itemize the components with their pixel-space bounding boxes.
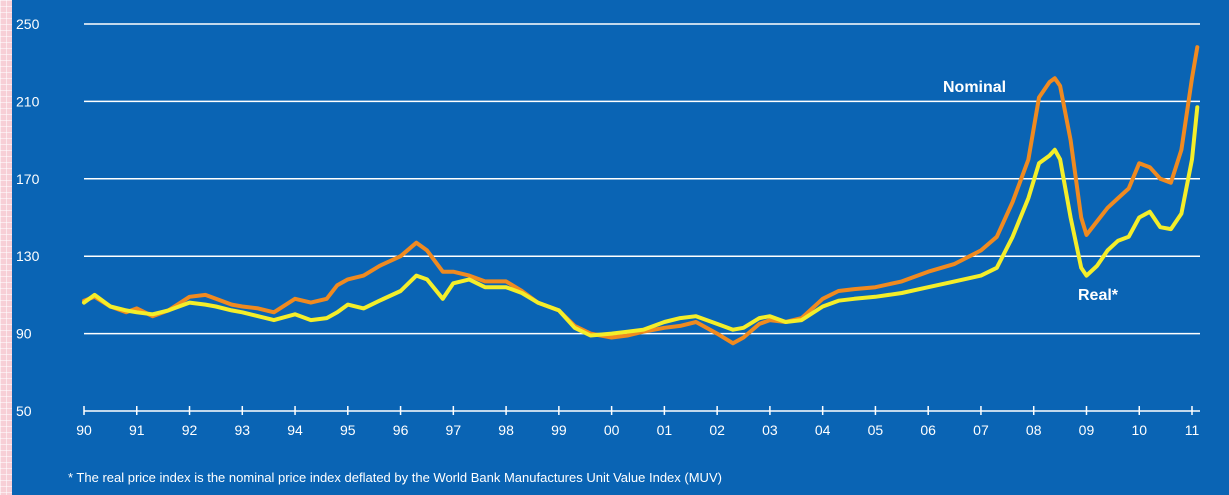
- x-tick-label: 90: [76, 422, 92, 438]
- grid-lines: [84, 23, 1200, 335]
- x-tick-label: 95: [340, 422, 356, 438]
- series-lines: [82, 45, 1200, 346]
- series-line-nominal: [82, 45, 1200, 346]
- x-tick-label: 97: [446, 422, 462, 438]
- x-tick-label: 98: [498, 422, 514, 438]
- x-tick-label: 05: [868, 422, 884, 438]
- footnote: * The real price index is the nominal pr…: [68, 470, 722, 485]
- x-tick-label: 09: [1079, 422, 1095, 438]
- x-tick-label: 93: [234, 422, 250, 438]
- x-tick-label: 10: [1131, 422, 1147, 438]
- x-tick-label: 99: [551, 422, 567, 438]
- x-tick-label: 04: [815, 422, 831, 438]
- x-axis: 90 91 92 93 94 95 96 97 98 99 00 01 02 03 04 05 06 07 08 09…: [76, 406, 1200, 438]
- y-axis-labels: 50 90 130 170 210 250: [16, 16, 40, 419]
- x-tick-label: 08: [1026, 422, 1042, 438]
- x-tick-label: 03: [762, 422, 778, 438]
- x-tick-label: 92: [182, 422, 198, 438]
- x-tick-label: 01: [657, 422, 673, 438]
- x-tick-label: 07: [973, 422, 989, 438]
- x-tick-label: 02: [709, 422, 725, 438]
- y-tick-label: 210: [16, 93, 40, 109]
- y-tick-label: 130: [16, 248, 40, 264]
- x-tick-label: 96: [393, 422, 409, 438]
- y-tick-label: 170: [16, 171, 40, 187]
- x-tick-label: 06: [920, 422, 936, 438]
- x-tick-label: 94: [287, 422, 303, 438]
- series-line-real: [82, 105, 1200, 338]
- x-tick-label: 00: [604, 422, 620, 438]
- price-index-chart: 50 90 130 170 210 250 90 91 92 93 94 95 96 97 98 99 00 0…: [16, 16, 1200, 438]
- x-tick-label: 11: [1185, 422, 1200, 438]
- y-tick-label: 90: [16, 326, 32, 342]
- y-tick-label: 50: [16, 403, 32, 419]
- chart-panel: 50 90 130 170 210 250 90 91 92 93 94 95 96 97 98 99 00 0…: [12, 0, 1229, 495]
- series-annotations: Nominal Real*: [943, 79, 1119, 304]
- nominal-label: Nominal: [943, 79, 1006, 96]
- real-label: Real*: [1078, 287, 1119, 304]
- y-tick-label: 250: [16, 16, 40, 32]
- x-tick-label: 91: [129, 422, 145, 438]
